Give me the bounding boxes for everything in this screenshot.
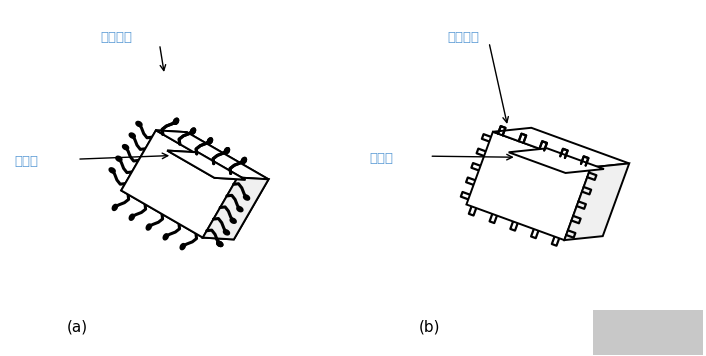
Ellipse shape (243, 194, 251, 201)
Ellipse shape (216, 241, 224, 247)
Ellipse shape (224, 147, 230, 155)
Ellipse shape (207, 137, 213, 145)
Polygon shape (203, 177, 268, 240)
Ellipse shape (179, 243, 186, 250)
Text: 热焊盘: 热焊盘 (15, 155, 39, 168)
Ellipse shape (136, 121, 143, 127)
Ellipse shape (241, 157, 247, 164)
Polygon shape (508, 148, 604, 173)
Polygon shape (167, 151, 246, 180)
Polygon shape (203, 177, 268, 240)
Text: 鸥翼引脚: 鸥翼引脚 (100, 31, 132, 43)
Ellipse shape (222, 229, 230, 236)
Polygon shape (493, 128, 629, 167)
Ellipse shape (229, 218, 237, 224)
Bar (593, 310, 703, 355)
Text: 平面引脚: 平面引脚 (448, 31, 479, 43)
Ellipse shape (173, 117, 179, 125)
Ellipse shape (207, 137, 213, 145)
Ellipse shape (243, 194, 251, 201)
Polygon shape (467, 132, 591, 240)
Ellipse shape (128, 214, 135, 221)
Ellipse shape (122, 144, 129, 151)
Ellipse shape (128, 132, 136, 139)
Text: (a): (a) (66, 320, 88, 335)
Ellipse shape (222, 229, 230, 236)
Ellipse shape (109, 167, 116, 174)
Polygon shape (121, 130, 237, 237)
Polygon shape (156, 130, 268, 179)
Ellipse shape (241, 157, 247, 164)
Ellipse shape (236, 206, 244, 213)
Ellipse shape (112, 204, 118, 211)
Ellipse shape (224, 147, 230, 155)
Ellipse shape (145, 223, 152, 231)
Text: 热焊盘: 热焊盘 (370, 152, 394, 165)
Polygon shape (121, 130, 237, 237)
Ellipse shape (173, 117, 179, 125)
Ellipse shape (216, 241, 224, 247)
Ellipse shape (162, 233, 169, 241)
Ellipse shape (190, 127, 196, 135)
Ellipse shape (115, 156, 123, 162)
Polygon shape (156, 130, 268, 179)
Ellipse shape (190, 127, 196, 135)
Text: (b): (b) (419, 320, 440, 335)
Ellipse shape (236, 206, 244, 213)
Ellipse shape (229, 218, 237, 224)
Polygon shape (167, 151, 246, 180)
Polygon shape (564, 163, 629, 240)
